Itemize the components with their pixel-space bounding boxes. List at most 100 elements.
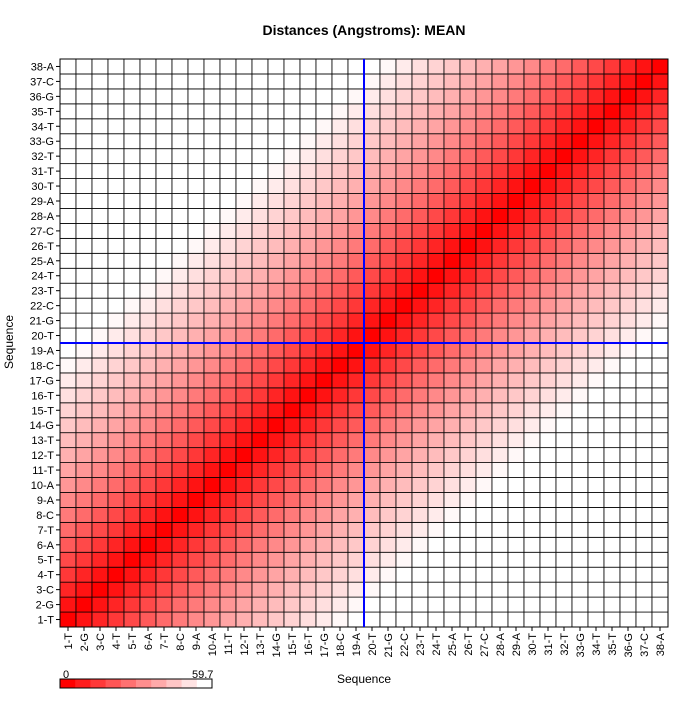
heatmap-cell <box>411 252 429 269</box>
heatmap-cell <box>155 252 173 269</box>
heatmap-cell <box>235 163 253 179</box>
heatmap-cell <box>395 447 413 463</box>
heatmap-cell <box>651 447 669 463</box>
heatmap-cell <box>411 103 429 120</box>
x-tick-label: 26-T <box>463 633 475 656</box>
heatmap-cell <box>603 417 621 434</box>
y-tick-label: 22-C <box>30 301 54 313</box>
heatmap-cell <box>555 477 573 493</box>
heatmap-cell <box>155 611 173 628</box>
heatmap-cell <box>555 267 573 284</box>
heatmap-cell <box>251 163 269 179</box>
heatmap-cell <box>107 312 125 329</box>
heatmap-cell <box>363 357 381 374</box>
heatmap-cell <box>587 73 605 90</box>
heatmap-cell <box>635 252 653 269</box>
heatmap-cell <box>443 148 461 165</box>
heatmap-cell <box>267 58 285 75</box>
heatmap-cell <box>139 492 157 508</box>
heatmap-cell <box>507 372 525 389</box>
heatmap-cell <box>107 581 125 598</box>
y-tick-label: 5-T <box>38 555 55 567</box>
heatmap-cell <box>363 252 381 269</box>
heatmap-cell <box>491 551 509 568</box>
heatmap-cell <box>107 88 125 105</box>
heatmap-cell <box>427 58 445 75</box>
heatmap-cell <box>395 297 413 314</box>
heatmap-cell <box>347 148 365 165</box>
heatmap-cell <box>379 596 397 613</box>
heatmap-cell <box>427 312 445 329</box>
heatmap-cell <box>635 237 653 254</box>
heatmap-cell <box>411 387 429 404</box>
heatmap-cell <box>123 521 141 538</box>
heatmap-cell <box>635 432 653 449</box>
heatmap-cell <box>139 521 157 538</box>
heatmap-cell <box>171 596 189 613</box>
heatmap-cell <box>59 118 77 135</box>
heatmap-cell <box>427 163 445 179</box>
heatmap-cell <box>283 163 301 179</box>
heatmap-cell <box>283 118 301 135</box>
heatmap-cell <box>251 566 269 583</box>
heatmap-cell <box>219 402 237 419</box>
heatmap-cell <box>203 103 221 120</box>
heatmap-cell <box>171 372 189 389</box>
heatmap-cell <box>539 432 557 449</box>
heatmap-cell <box>299 611 317 628</box>
heatmap-cell <box>507 252 525 269</box>
heatmap-cell <box>475 163 493 179</box>
heatmap-cell <box>491 447 509 463</box>
heatmap-cell <box>347 521 365 538</box>
heatmap-cell <box>315 282 333 299</box>
heatmap-cell <box>219 596 237 613</box>
heatmap-cell <box>619 402 637 419</box>
legend-swatch <box>75 679 91 688</box>
heatmap-cell <box>635 521 653 538</box>
heatmap-cell <box>267 402 285 419</box>
heatmap-cell <box>187 118 205 135</box>
heatmap-cell <box>379 566 397 583</box>
heatmap-cell <box>283 417 301 434</box>
heatmap-cell <box>267 507 285 523</box>
heatmap-cell <box>539 282 557 299</box>
heatmap-cell <box>299 462 317 478</box>
heatmap-cell <box>283 372 301 389</box>
heatmap-cell <box>219 267 237 284</box>
heatmap-cell <box>235 372 253 389</box>
heatmap-cell <box>139 133 157 150</box>
heatmap-cell <box>251 402 269 419</box>
x-tick-label: 2-G <box>79 633 91 651</box>
heatmap-cell <box>635 88 653 105</box>
heatmap-cell <box>59 596 77 613</box>
x-tick-label: 9-A <box>191 632 203 650</box>
heatmap-cell <box>187 402 205 419</box>
heatmap-cell <box>331 58 349 75</box>
heatmap-cell <box>395 507 413 523</box>
heatmap-cell <box>347 477 365 493</box>
heatmap-cell <box>555 387 573 404</box>
heatmap-cell <box>251 267 269 284</box>
heatmap-cell <box>251 237 269 254</box>
y-tick-label: 12-T <box>31 450 54 462</box>
heatmap-cell <box>331 118 349 135</box>
y-tick-label: 27-C <box>30 226 54 238</box>
heatmap-cell <box>75 372 93 389</box>
y-tick-label: 32-T <box>31 151 54 163</box>
heatmap-cell <box>651 193 669 209</box>
heatmap-cell <box>523 103 541 120</box>
heatmap-cell <box>203 193 221 209</box>
heatmap-cell <box>395 267 413 284</box>
heatmap-cell <box>171 312 189 329</box>
heatmap-cell <box>395 208 413 224</box>
heatmap-cell <box>299 342 317 359</box>
heatmap-cell <box>155 267 173 284</box>
heatmap-cell <box>155 432 173 449</box>
heatmap-cell <box>91 342 109 359</box>
heatmap-cell <box>219 536 237 553</box>
y-tick-labels: 1-T2-G3-C4-T5-T6-A7-T8-C9-A10-A11-T12-T1… <box>30 61 60 627</box>
heatmap-cell <box>75 581 93 598</box>
heatmap-cell <box>171 223 189 239</box>
heatmap-cell <box>363 208 381 224</box>
heatmap-cell <box>475 462 493 478</box>
